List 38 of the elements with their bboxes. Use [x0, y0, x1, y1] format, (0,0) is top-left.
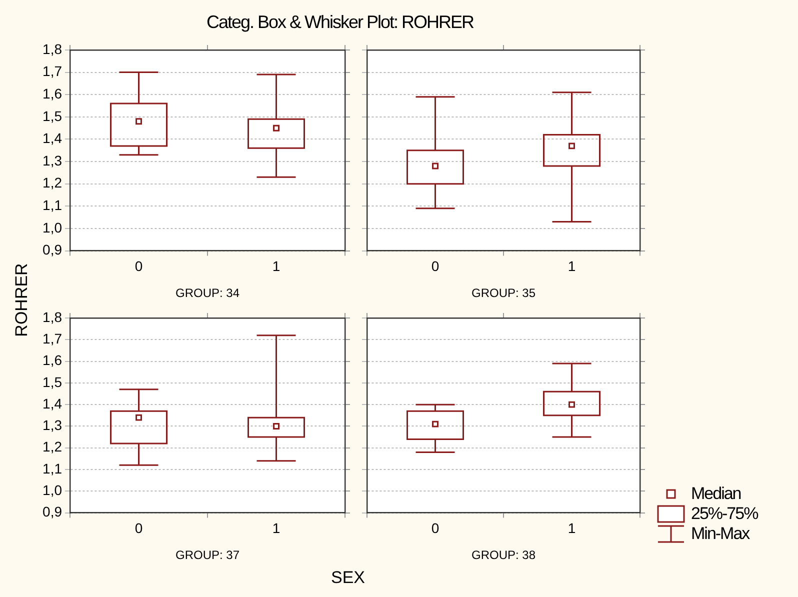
y-tick-label: 1,7 [42, 63, 62, 80]
y-tick-label: 1,3 [42, 417, 62, 434]
y-tick-label: 1,8 [42, 308, 62, 325]
y-tick-label: 1,7 [42, 330, 62, 347]
y-tick-label: 1,5 [42, 374, 62, 390]
y-tick-label: 1,6 [42, 352, 62, 368]
x-tick-label: 1 [272, 520, 280, 536]
y-tick-label: 1,2 [42, 438, 62, 455]
y-tick-label: 1,1 [42, 460, 62, 476]
y-tick-label: 1,3 [42, 152, 62, 168]
x-tick-label: 1 [568, 258, 576, 274]
y-tick-label: 1,6 [42, 85, 62, 102]
x-tick-label: 0 [134, 258, 143, 274]
y-tick-label: 1,0 [42, 219, 62, 236]
y-axis-title: ROHRER [12, 263, 32, 337]
y-tick-label: 1,2 [42, 174, 62, 191]
x-tick-label: 0 [431, 520, 440, 536]
y-tick-label: 1,0 [42, 482, 62, 498]
y-tick-label: 1,4 [42, 130, 62, 146]
y-tick-label: 0,9 [42, 504, 62, 520]
x-tick-label: 1 [272, 258, 280, 274]
x-tick-label: 0 [431, 258, 440, 274]
text: SEX [330, 568, 366, 588]
y-tick-label: 0,9 [42, 242, 62, 258]
x-axis-title: GROUP: 34 [175, 286, 240, 300]
x-axis-title: GROUP: 38 [471, 548, 536, 562]
y-tick-label: 1,1 [42, 197, 62, 214]
chart-title: Categ. Box & Whisker Plot: ROHRER [205, 12, 475, 33]
x-axis-title: GROUP: 35 [471, 286, 536, 300]
text: Min-Max [691, 524, 750, 544]
x-tick-label: 0 [134, 520, 143, 536]
x-tick-label: 1 [568, 520, 576, 536]
y-tick-label: 1,5 [42, 108, 62, 124]
y-tick-label: 1,4 [42, 395, 62, 412]
text: 25%-75% [691, 504, 758, 524]
text: Median [691, 484, 741, 504]
y-tick-label: 1,8 [42, 40, 62, 57]
x-axis-title: GROUP: 37 [175, 548, 240, 562]
